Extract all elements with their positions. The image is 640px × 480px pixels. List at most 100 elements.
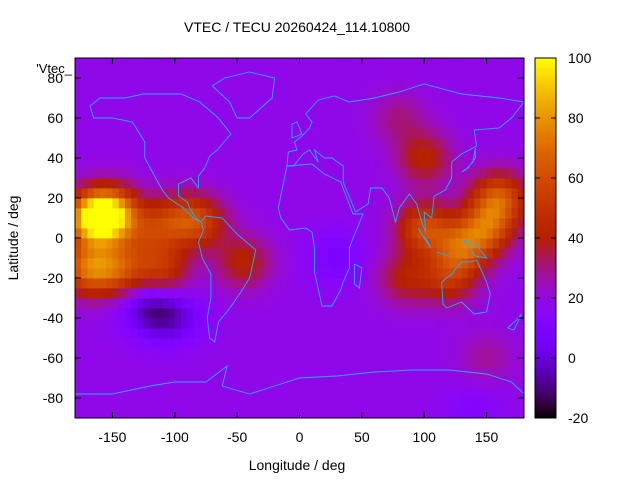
heatmap-cell	[343, 278, 350, 289]
heatmap-cell	[505, 268, 512, 279]
heatmap-cell	[280, 348, 288, 359]
heatmap-cell	[124, 268, 132, 279]
heatmap-cell	[405, 108, 413, 119]
heatmap-cell	[124, 168, 132, 179]
heatmap-cell	[131, 238, 138, 249]
heatmap-cell	[467, 78, 475, 89]
heatmap-cell	[230, 318, 238, 329]
heatmap-cell	[274, 168, 282, 179]
heatmap-cell	[368, 308, 375, 319]
heatmap-cell	[467, 408, 475, 419]
heatmap-cell	[424, 68, 431, 79]
heatmap-cell	[205, 118, 213, 129]
heatmap-cell	[75, 98, 82, 109]
heatmap-cell	[118, 338, 126, 349]
heatmap-cell	[424, 208, 431, 219]
heatmap-cell	[449, 88, 456, 99]
heatmap-cell	[374, 408, 381, 419]
heatmap-cell	[218, 348, 226, 359]
heatmap-cell	[268, 68, 275, 79]
heatmap-cell	[168, 328, 176, 339]
heatmap-cell	[467, 398, 475, 409]
heatmap-cell	[442, 118, 450, 129]
heatmap-cell	[436, 298, 444, 309]
heatmap-cell	[137, 348, 144, 359]
heatmap-cell	[305, 238, 313, 249]
heatmap-cell	[393, 268, 400, 279]
heatmap-cell	[480, 258, 487, 269]
heatmap-cell	[405, 368, 413, 379]
heatmap-cell	[143, 78, 151, 89]
heatmap-cell	[499, 398, 506, 409]
heatmap-cell	[137, 208, 144, 219]
heatmap-cell	[405, 328, 413, 339]
heatmap-cell	[374, 388, 381, 399]
heatmap-cell	[417, 238, 425, 249]
heatmap-cell	[124, 108, 132, 119]
heatmap-cell	[112, 178, 120, 189]
heatmap-cell	[368, 208, 375, 219]
heatmap-cell	[106, 168, 113, 179]
heatmap-cell	[143, 188, 151, 199]
heatmap-cell	[112, 138, 120, 149]
heatmap-cell	[99, 148, 107, 159]
heatmap-cell	[499, 168, 506, 179]
heatmap-cell	[75, 278, 82, 289]
coastline	[436, 251, 450, 257]
heatmap-cell	[187, 338, 194, 349]
heatmap-cell	[330, 148, 338, 159]
heatmap-cell	[81, 148, 88, 159]
heatmap-cell	[411, 78, 419, 89]
heatmap-cell	[149, 148, 157, 159]
heatmap-cell	[93, 298, 101, 309]
heatmap-cell	[205, 318, 213, 329]
heatmap-cell	[193, 128, 201, 139]
heatmap-cell	[205, 358, 213, 369]
heatmap-cell	[380, 118, 388, 129]
heatmap-cell	[124, 118, 132, 129]
heatmap-cell	[424, 298, 431, 309]
heatmap-cell	[137, 248, 144, 259]
heatmap-cell	[499, 128, 506, 139]
heatmap-cell	[330, 388, 338, 399]
heatmap-cell	[87, 348, 95, 359]
heatmap-cell	[174, 388, 182, 399]
heatmap-cell	[436, 178, 444, 189]
heatmap-cell	[492, 288, 500, 299]
heatmap-cell	[262, 298, 269, 309]
heatmap-cell	[368, 288, 375, 299]
heatmap-cell	[237, 108, 244, 119]
heatmap-cell	[193, 118, 201, 129]
heatmap-cell	[505, 298, 512, 309]
heatmap-cell	[199, 128, 207, 139]
heatmap-cell	[212, 318, 219, 329]
heatmap-cell	[492, 218, 500, 229]
heatmap-cell	[212, 198, 219, 209]
heatmap-cell	[299, 188, 307, 199]
heatmap-cell	[149, 398, 157, 409]
heatmap-cell	[405, 378, 413, 389]
heatmap-cell	[380, 88, 388, 99]
heatmap-cell	[430, 378, 438, 389]
heatmap-cell	[486, 58, 494, 69]
heatmap-cell	[361, 178, 369, 189]
heatmap-cell	[262, 378, 269, 389]
heatmap-cell	[193, 228, 201, 239]
heatmap-cell	[106, 278, 113, 289]
heatmap-cell	[486, 78, 494, 89]
heatmap-cell	[305, 78, 313, 89]
heatmap-cell	[156, 388, 163, 399]
heatmap-cell	[93, 58, 101, 69]
heatmap-cell	[230, 408, 238, 419]
heatmap-cell	[449, 318, 456, 329]
heatmap-cell	[411, 188, 419, 199]
heatmap-cell	[218, 308, 226, 319]
heatmap-cell	[424, 398, 431, 409]
heatmap-cell	[124, 68, 132, 79]
heatmap-cell	[118, 268, 126, 279]
heatmap-cell	[205, 68, 213, 79]
heatmap-cell	[149, 138, 157, 149]
heatmap-cell	[274, 148, 282, 159]
heatmap-cell	[255, 138, 263, 149]
heatmap-cell	[318, 118, 325, 129]
